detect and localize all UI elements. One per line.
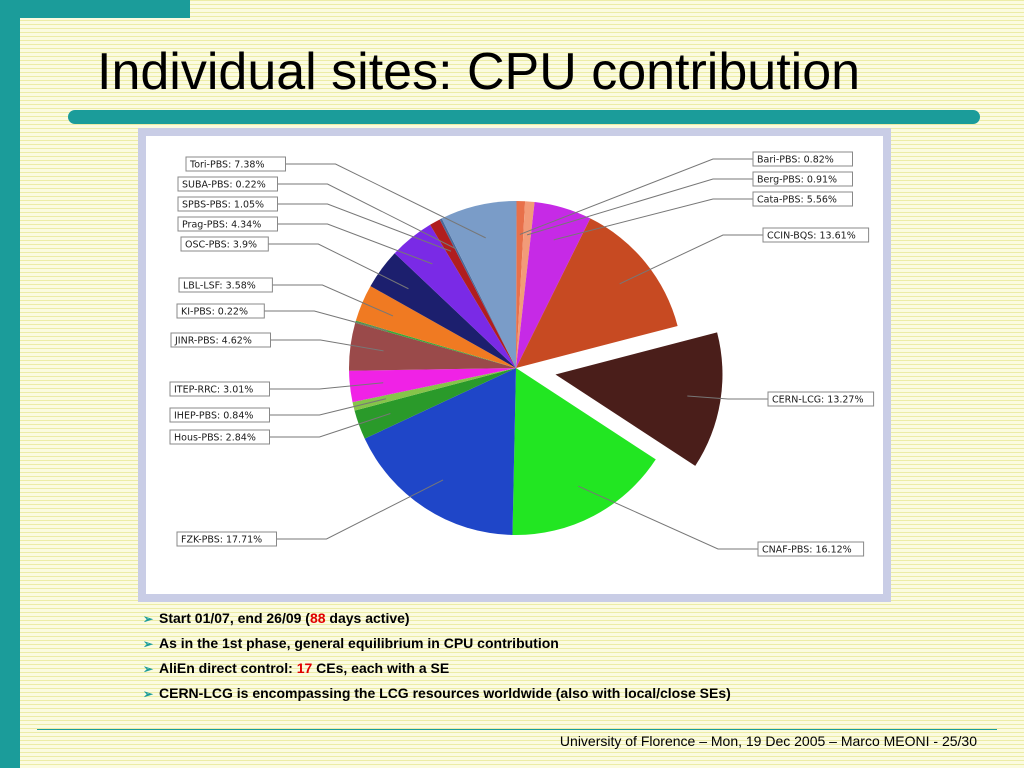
leader-line	[269, 382, 384, 390]
pie-slice	[516, 218, 678, 368]
pie-slice	[364, 368, 516, 535]
pie-slice	[555, 332, 723, 466]
slice-label: SPBS-PBS: 1.05%	[182, 200, 264, 211]
slice-label: JINR-PBS: 4.62%	[174, 336, 252, 347]
slice-label-box	[762, 227, 870, 243]
pie-slice	[349, 368, 516, 403]
slice-label-box	[752, 171, 853, 187]
slice-label-box	[169, 407, 270, 423]
slice-label: LBL-LSF: 3.58%	[183, 281, 256, 292]
slice-label: IHEP-PBS: 0.84%	[174, 411, 253, 422]
slice-label-box	[180, 236, 269, 252]
leader-line	[269, 398, 387, 416]
leader-line	[276, 479, 444, 540]
slice-label: Tori-PBS: 7.38%	[189, 160, 264, 171]
title-underline	[68, 110, 980, 124]
pie-slice	[441, 201, 517, 368]
slice-label-box	[169, 429, 270, 445]
slice-label: Berg-PBS: 0.91%	[757, 175, 837, 186]
slice-label: KI-PBS: 0.22%	[181, 307, 248, 318]
slice-label-box	[185, 156, 286, 172]
top-accent-band	[0, 0, 190, 18]
slice-label: Cata-PBS: 5.56%	[757, 195, 837, 206]
pie-slice	[370, 253, 516, 368]
slice-label: Hous-PBS: 2.84%	[174, 433, 256, 444]
pie-slice	[512, 368, 656, 535]
slice-label: CNAF-PBS: 16.12%	[762, 545, 852, 556]
slice-label: FZK-PBS: 17.71%	[181, 535, 262, 546]
slice-label-box	[176, 531, 277, 547]
bullet-item: ➢ Start 01/07, end 26/09 (88 days active)	[143, 606, 731, 631]
bullet-item: ➢ CERN-LCG is encompassing the LCG resour…	[143, 681, 731, 706]
leader-line	[277, 223, 433, 265]
arrow-bullet-icon: ➢	[143, 612, 154, 626]
leader-line	[553, 198, 753, 241]
highlight-value: 88	[309, 610, 326, 626]
leader-line	[619, 234, 763, 285]
pie-slice	[516, 202, 591, 368]
pie-slice	[516, 201, 526, 368]
pie-slice	[516, 201, 535, 368]
leader-line	[519, 158, 753, 235]
arrow-bullet-icon: ➢	[143, 662, 154, 676]
leader-line	[526, 178, 753, 236]
slice-label: OSC-PBS: 3.9%	[185, 240, 257, 251]
slice-label: Prag-PBS: 4.34%	[182, 220, 261, 231]
arrow-bullet-icon: ➢	[143, 687, 154, 701]
chart-panel: Bari-PBS: 0.82% Berg-PBS: 0.91% Cata-PBS: …	[146, 136, 883, 594]
slice-label-box	[177, 176, 278, 192]
pie-slice	[430, 219, 516, 368]
pie-chart: Bari-PBS: 0.82% Berg-PBS: 0.91% Cata-PBS: …	[169, 151, 875, 557]
leader-line	[269, 413, 391, 438]
slice-label-box	[178, 277, 273, 293]
slice-label-box	[757, 541, 865, 557]
slide-title: Individual sites: CPU contribution	[97, 43, 861, 101]
left-accent-band	[0, 0, 20, 768]
pie-slice	[439, 218, 516, 368]
leader-line	[264, 310, 388, 332]
slice-label-box	[177, 196, 278, 212]
leader-line	[270, 339, 384, 352]
highlight-value: 17	[296, 660, 313, 676]
leader-line	[285, 163, 486, 239]
leader-line	[687, 395, 768, 400]
slice-label-box	[752, 191, 853, 207]
leader-line	[277, 203, 452, 252]
arrow-bullet-icon: ➢	[143, 637, 154, 651]
chart-frame: Bari-PBS: 0.82% Berg-PBS: 0.91% Cata-PBS: …	[138, 128, 891, 602]
pie-slice	[355, 286, 516, 368]
slide-footer: University of Florence – Mon, 19 Dec 200…	[559, 733, 977, 749]
slice-label: CCIN-BQS: 13.61%	[767, 231, 856, 242]
bullet-item: ➢ AliEn direct control: 17 CEs, each with…	[143, 656, 731, 681]
slice-label: CERN-LCG: 13.27%	[772, 395, 864, 406]
leader-line	[277, 183, 457, 250]
pie-slice	[354, 368, 516, 439]
leader-line	[578, 485, 758, 550]
pie-slice	[352, 368, 516, 411]
slice-label: ITEP-RRC: 3.01%	[174, 385, 253, 396]
leader-line	[272, 284, 394, 317]
pie-slice	[355, 320, 516, 368]
leader-line	[268, 243, 409, 290]
slice-label-box	[170, 332, 271, 348]
slice-label-box	[767, 391, 875, 407]
bullet-list: ➢ Start 01/07, end 26/09 (88 days active)…	[143, 606, 731, 706]
slice-label-box	[169, 381, 270, 397]
slice-label-box	[177, 216, 278, 232]
slice-label-box	[752, 151, 853, 167]
slice-label: Bari-PBS: 0.82%	[757, 155, 834, 166]
bullet-item: ➢ As in the 1st phase, general equilibriu…	[143, 631, 731, 656]
slice-label-box	[176, 303, 265, 319]
slice-label: SUBA-PBS: 0.22%	[182, 180, 266, 191]
footer-rule	[37, 729, 997, 730]
pie-slice	[349, 322, 516, 371]
